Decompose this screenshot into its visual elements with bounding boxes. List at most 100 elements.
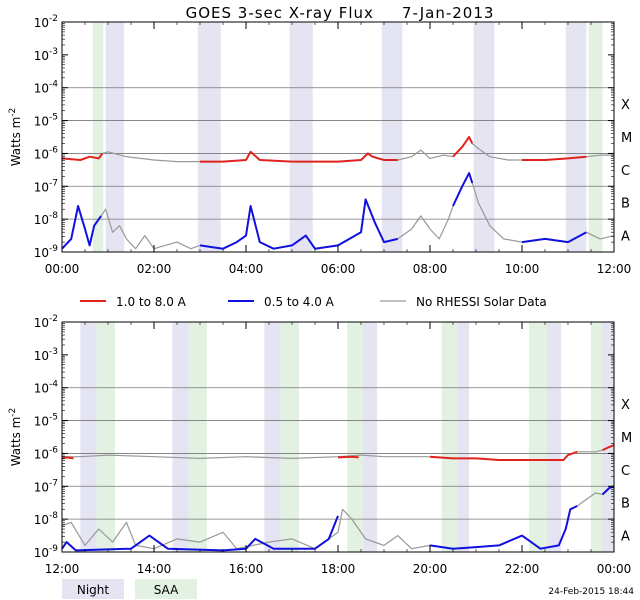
night-band <box>80 322 102 552</box>
flare-class-label: C <box>621 464 630 479</box>
saa-band <box>591 322 603 552</box>
y-tick-label: 10-5 <box>34 113 58 129</box>
series-line-norhessi <box>577 449 603 453</box>
saa-band <box>188 322 207 552</box>
x-tick-label: 14:00 <box>137 562 172 576</box>
series-line-norhessi <box>102 151 200 163</box>
x-tick-label: 16:00 <box>229 562 264 576</box>
x-tick-label: 10:00 <box>505 262 540 276</box>
generated-date: 24-Feb-2015 18:44 <box>548 587 634 597</box>
x-tick-label: 02:00 <box>137 262 172 276</box>
flare-class-label: B <box>621 497 630 512</box>
series-line-short <box>601 485 615 496</box>
saa-band <box>528 322 548 552</box>
y-axis-label: Watts m-2 <box>8 108 23 167</box>
saa-band <box>347 322 364 552</box>
title-date: 7-Jan-2013 <box>402 4 495 22</box>
legend-saa-box <box>135 579 197 599</box>
y-tick-label: 10-7 <box>34 478 58 494</box>
title-text: GOES 3-sec X-ray Flux <box>186 4 374 22</box>
legend-night-label: Night <box>77 583 110 597</box>
series-line-long <box>200 150 398 163</box>
x-tick-label: 12:00 <box>597 262 632 276</box>
series-line-short <box>429 505 578 550</box>
panel-bottom: 10-9 10-8 10-7 10-6 10-5 10-4 10-3 10-2 Watts m-… <box>8 314 632 576</box>
plot-frame <box>61 21 615 253</box>
legend-night-box <box>62 579 124 599</box>
flare-class-label: A <box>621 230 630 245</box>
night-band <box>473 22 495 252</box>
flare-class-label: B <box>621 197 630 212</box>
flare-class-label: X <box>621 398 630 413</box>
saa-band <box>588 22 603 252</box>
y-tick-label: 10-2 <box>34 314 58 330</box>
panel-top: 10-9 10-8 10-7 10-6 10-5 10-4 10-3 10-2 Watts m-… <box>8 14 632 276</box>
x-tick-label: 20:00 <box>413 562 448 576</box>
night-band <box>565 22 587 252</box>
night-band <box>264 322 286 552</box>
series-line-long <box>429 450 578 461</box>
saa-band <box>92 22 104 252</box>
night-band <box>602 322 614 552</box>
y-tick-label: 10-2 <box>34 14 58 30</box>
night-band <box>197 22 221 252</box>
saa-band <box>280 322 299 552</box>
series-line-long <box>522 155 587 161</box>
y-tick-label: 10-6 <box>34 445 59 461</box>
x-tick-label: 06:00 <box>321 262 356 276</box>
y-tick-label: 10-6 <box>34 145 59 161</box>
y-axis-label: Watts m-2 <box>8 408 23 467</box>
legend-norhessi-label: No RHESSI Solar Data <box>416 295 547 309</box>
legend-long-label: 1.0 to 8.0 A <box>116 295 187 309</box>
night-band <box>172 322 194 552</box>
y-tick-label: 10-7 <box>34 178 58 194</box>
series-line-norhessi <box>100 208 201 250</box>
flare-class-label: M <box>621 431 632 446</box>
series-line-long <box>61 152 104 161</box>
series-legend: 1.0 to 8.0 A 0.5 to 4.0 A No RHESSI Sola… <box>80 295 547 309</box>
series-line-norhessi <box>576 492 603 507</box>
x-tick-label: 22:00 <box>505 562 540 576</box>
x-tick-label: 04:00 <box>229 262 264 276</box>
y-tick-label: 10-4 <box>34 80 59 96</box>
y-tick-label: 10-8 <box>34 511 59 527</box>
series-line-short <box>452 172 474 207</box>
y-tick-label: 10-3 <box>34 47 58 63</box>
series-line-short <box>521 231 587 244</box>
y-tick-label: 10-8 <box>34 211 59 227</box>
series-line-long <box>61 456 74 460</box>
legend-short-label: 0.5 to 4.0 A <box>264 295 335 309</box>
series-line-short <box>61 205 102 250</box>
band-legend: Night SAA <box>62 579 197 599</box>
night-band <box>105 22 125 252</box>
y-tick-label: 10-3 <box>34 347 58 363</box>
x-tick-label: 18:00 <box>321 562 356 576</box>
series-line-norhessi <box>471 182 523 243</box>
series-line-norhessi <box>360 454 430 458</box>
y-tick-label: 10-9 <box>34 244 59 260</box>
series-line-long <box>452 136 474 158</box>
series-line-norhessi <box>586 231 615 240</box>
series-line-norhessi <box>397 149 454 161</box>
series-line-long <box>337 455 359 459</box>
saa-band <box>441 322 458 552</box>
legend-saa-label: SAA <box>154 583 179 597</box>
night-band <box>289 22 313 252</box>
x-tick-label: 08:00 <box>413 262 448 276</box>
flare-class-label: C <box>621 164 630 179</box>
series-line-norhessi <box>397 205 454 240</box>
chart-title: GOES 3-sec X-ray Flux 7-Jan-2013 <box>186 4 495 22</box>
series-line-norhessi <box>351 518 431 550</box>
x-tick-label: 00:00 <box>45 262 80 276</box>
flare-class-label: X <box>621 98 630 113</box>
series-line-norhessi <box>586 154 614 158</box>
series-line-norhessi <box>62 454 362 459</box>
night-band <box>381 22 403 252</box>
series-line-long <box>602 444 615 452</box>
y-tick-label: 10-4 <box>34 380 59 396</box>
saa-band <box>96 322 115 552</box>
x-tick-label: 00:00 <box>597 562 632 576</box>
flare-class-label: M <box>621 131 632 146</box>
x-tick-label: 12:00 <box>45 562 80 576</box>
